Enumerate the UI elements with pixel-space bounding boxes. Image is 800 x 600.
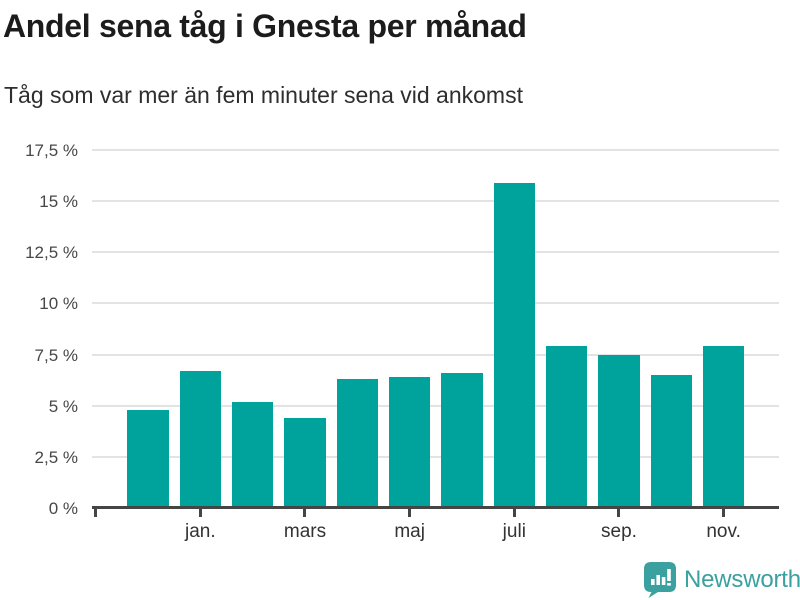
x-axis-tick [303, 509, 307, 517]
bar [284, 417, 326, 508]
bar [650, 375, 693, 508]
bar [231, 401, 274, 508]
y-axis-tick-label: 17,5 % [25, 141, 78, 160]
x-axis-edge-tick [94, 509, 97, 517]
bar [127, 409, 169, 508]
bar [598, 354, 640, 508]
x-axis-tick-label: juli [502, 521, 526, 542]
gridline [92, 149, 779, 151]
y-axis-tick-label: 12,5 % [25, 243, 78, 263]
chart-subtitle: Tåg som var mer än fem minuter sena vid … [4, 82, 523, 108]
bar [441, 372, 483, 508]
y-axis-tick-label: 15 % [39, 192, 78, 212]
newsworthy-bar-chart-bubble-icon [643, 561, 677, 598]
gridline [92, 302, 779, 305]
x-axis-tick-label: sep. [601, 521, 637, 542]
x-axis-tick [408, 509, 412, 517]
y-axis-tick-label: 5 % [48, 396, 78, 416]
x-axis-tick-label: nov. [706, 521, 741, 542]
bar [545, 346, 588, 508]
newsworthy-brand-text: Newsworthy [684, 565, 800, 593]
chart-title: Andel sena tåg i Gnesta per månad [3, 8, 527, 44]
x-axis-tick-label: mars [283, 521, 327, 542]
gridline [92, 251, 779, 254]
x-axis-tick [722, 509, 726, 517]
y-axis-tick-label: 2,5 % [34, 447, 78, 467]
x-axis-tick [617, 509, 621, 517]
bar [702, 346, 745, 508]
gridline [92, 200, 779, 203]
y-axis-tick-label: 0 % [48, 499, 78, 518]
bar [388, 377, 431, 508]
x-axis-line [92, 506, 779, 509]
bar [336, 379, 379, 508]
gridline [92, 404, 779, 407]
y-axis-tick-label: 7,5 % [34, 345, 78, 365]
x-axis-tick-label: jan. [185, 521, 216, 542]
bar [493, 182, 536, 508]
newsworthy-logo[interactable]: Newsworthy [643, 561, 800, 598]
x-axis-tick [512, 509, 516, 517]
x-axis-tick-label: maj [394, 521, 425, 542]
bar [179, 370, 222, 508]
gridline [92, 353, 779, 356]
y-axis-tick-label: 10 % [39, 294, 78, 314]
gridline [92, 455, 779, 458]
x-axis-tick [198, 509, 202, 517]
